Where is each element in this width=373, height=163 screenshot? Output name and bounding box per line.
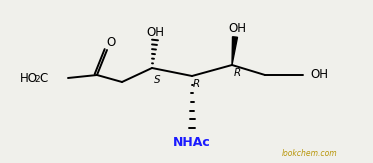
Text: OH: OH: [310, 68, 328, 82]
Text: S: S: [154, 75, 160, 85]
Polygon shape: [232, 37, 238, 65]
Text: HO: HO: [20, 72, 38, 84]
Text: 2: 2: [34, 75, 40, 84]
Text: lookchem.com: lookchem.com: [282, 148, 338, 157]
Text: R: R: [192, 79, 200, 89]
Text: O: O: [106, 37, 116, 50]
Text: C: C: [39, 72, 47, 84]
Text: OH: OH: [228, 22, 246, 36]
Text: NHAc: NHAc: [173, 135, 211, 148]
Text: OH: OH: [146, 25, 164, 38]
Text: R: R: [233, 68, 241, 78]
